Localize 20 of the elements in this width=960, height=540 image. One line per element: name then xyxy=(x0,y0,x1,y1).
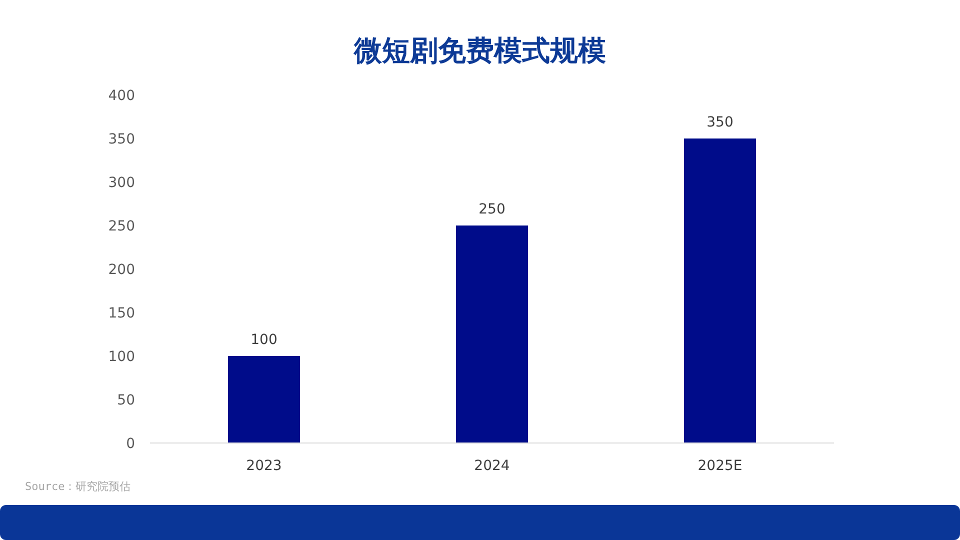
x-tick-label: 2023 xyxy=(246,458,282,474)
bar xyxy=(228,356,300,443)
bar xyxy=(456,226,528,443)
data-label: 350 xyxy=(706,114,734,130)
y-tick-label: 0 xyxy=(126,436,135,452)
y-tick-label: 350 xyxy=(108,131,135,148)
data-label: 100 xyxy=(250,332,278,348)
y-tick-label: 100 xyxy=(108,348,135,365)
source-note: Source：研究院预估 xyxy=(25,480,131,493)
x-tick-label: 2025E xyxy=(698,458,742,474)
y-tick-label: 200 xyxy=(108,262,135,278)
y-tick-label: 150 xyxy=(108,305,135,322)
bar xyxy=(684,138,756,443)
y-tick-label: 400 xyxy=(108,88,135,104)
data-label: 250 xyxy=(478,202,506,218)
y-tick-label: 50 xyxy=(117,392,135,408)
x-tick-label: 2024 xyxy=(474,458,510,474)
y-tick-label: 250 xyxy=(108,218,135,234)
y-tick-label: 300 xyxy=(108,174,135,191)
chart-title: 微短剧免费模式规模 xyxy=(353,34,606,67)
